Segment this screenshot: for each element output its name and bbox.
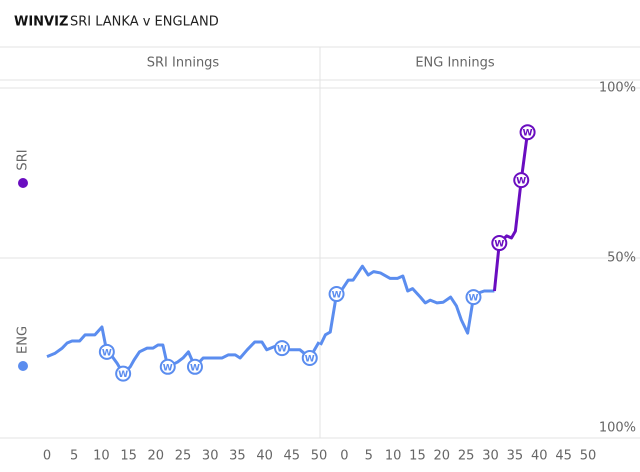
legend-label: ENG	[16, 326, 31, 354]
wicket-label: W	[494, 240, 504, 250]
wicket-label: W	[305, 354, 315, 364]
legend-dot	[18, 178, 28, 188]
wicket-marker	[274, 340, 291, 357]
x-tick-label: 20	[434, 449, 451, 464]
brand: WINVIZ	[14, 15, 68, 30]
wicket-label: W	[102, 348, 112, 358]
wicket-marker	[301, 349, 318, 366]
wicket-label: W	[118, 370, 128, 380]
x-tick-label: 50	[311, 449, 328, 464]
x-tick-label: 35	[507, 449, 524, 464]
x-tick-label: 0	[43, 449, 51, 464]
x-tick-label: 25	[175, 449, 192, 464]
wicket-marker	[186, 358, 203, 375]
legend-dot	[18, 361, 28, 371]
x-tick-label: 15	[409, 449, 426, 464]
x-tick-label: 40	[531, 449, 548, 464]
y-tick-label: 100%	[599, 421, 636, 436]
match-title: SRI LANKA v ENGLAND	[70, 15, 219, 30]
wicket-label: W	[516, 177, 526, 187]
x-tick-label: 40	[256, 449, 273, 464]
wicket-marker	[98, 343, 115, 360]
wicket-label: W	[469, 294, 479, 304]
x-tick-label: 5	[70, 449, 78, 464]
x-tick-label: 25	[458, 449, 475, 464]
x-tick-label: 30	[202, 449, 219, 464]
x-tick-label: 15	[120, 449, 137, 464]
x-tick-label: 30	[482, 449, 499, 464]
wicket-label: W	[332, 291, 342, 301]
x-tick-label: 50	[580, 449, 597, 464]
wicket-marker	[328, 286, 345, 303]
win-line	[319, 264, 495, 346]
x-tick-label: 35	[229, 449, 246, 464]
win-line	[492, 132, 530, 292]
y-tick-label: 100%	[599, 81, 636, 96]
x-tick-label: 10	[93, 449, 110, 464]
wicket-marker	[513, 172, 530, 189]
legend-label: SRI	[16, 149, 31, 170]
wicket-label: W	[163, 363, 173, 373]
wicket-marker	[159, 358, 176, 375]
x-tick-label: 10	[385, 449, 402, 464]
x-tick-label: 45	[284, 449, 301, 464]
wicket-marker	[115, 365, 132, 382]
x-tick-label: 0	[340, 449, 348, 464]
x-tick-label: 20	[148, 449, 165, 464]
wicket-marker	[465, 289, 482, 306]
innings-title: SRI Innings	[147, 56, 220, 71]
wicket-label: W	[523, 129, 533, 139]
wicket-marker	[491, 235, 508, 252]
innings-title: ENG Innings	[415, 56, 495, 71]
wicket-marker	[519, 124, 536, 141]
wicket-label: W	[277, 345, 287, 355]
x-tick-label: 45	[555, 449, 572, 464]
x-tick-label: 5	[365, 449, 373, 464]
y-tick-label: 50%	[607, 251, 636, 266]
wicket-label: W	[190, 363, 200, 373]
